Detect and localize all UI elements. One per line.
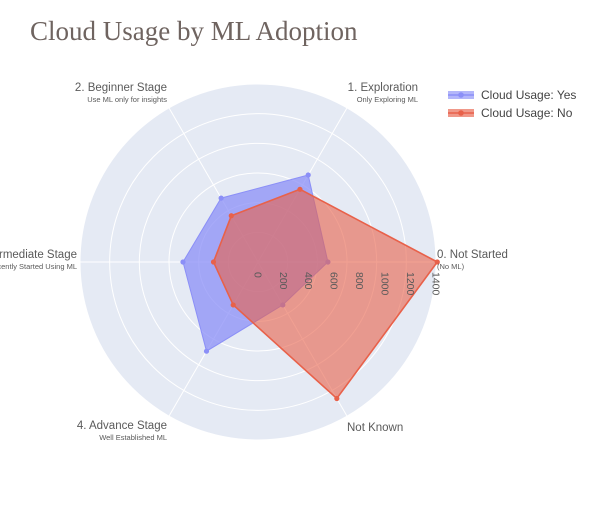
legend: Cloud Usage: Yes Cloud Usage: No (448, 88, 576, 120)
radial-tick-label: 1000 (378, 272, 390, 296)
axis-sublabel: (No ML) (437, 262, 465, 271)
data-point (180, 259, 186, 265)
radial-tick-label: 0 (251, 272, 263, 278)
axis-sublabel: Use ML only for insights (87, 95, 167, 104)
axis-labels: 0. Not Started(No ML) 1. ExplorationOnly … (0, 82, 508, 442)
series-cloud-no (210, 186, 440, 402)
legend-label: Cloud Usage: Yes (481, 88, 576, 102)
axis-label: 3. Intermediate Stage (0, 249, 77, 261)
series-layer (180, 172, 440, 402)
data-point (305, 172, 311, 178)
axis-sublabel: Only Exploring ML (357, 95, 418, 104)
axis-label: 1. Exploration (348, 82, 418, 94)
data-point (228, 213, 234, 219)
radial-tick-label: 1200 (404, 272, 416, 296)
axis-sublabel: Well Established ML (99, 433, 167, 442)
legend-marker (458, 110, 464, 116)
radial-tick-labels: 0 200 400 600 800 1000 1200 1400 (251, 272, 441, 296)
radial-tick-label: 200 (277, 272, 289, 290)
data-point (334, 395, 340, 402)
data-point (218, 195, 224, 201)
data-point (203, 348, 210, 354)
data-point (210, 259, 217, 265)
chart-title: Cloud Usage by ML Adoption (30, 16, 358, 46)
axis-label: 2. Beginner Stage (75, 82, 167, 94)
radial-tick-label: 1400 (429, 272, 441, 296)
data-point (230, 302, 236, 308)
axis-sublabel: Recently Started Using ML (0, 262, 77, 271)
legend-item: Cloud Usage: Yes (448, 88, 576, 102)
legend-label: Cloud Usage: No (481, 106, 573, 120)
axis-label: 0. Not Started (437, 249, 508, 261)
legend-marker (458, 92, 464, 98)
radial-tick-label: 400 (302, 272, 314, 290)
radial-tick-label: 800 (353, 272, 365, 290)
data-point (434, 259, 440, 265)
legend-item: Cloud Usage: No (448, 106, 573, 120)
radial-tick-label: 600 (328, 272, 340, 290)
axis-label: 4. Advance Stage (77, 420, 167, 432)
data-point (297, 186, 303, 192)
axis-label: Not Known (347, 422, 403, 434)
